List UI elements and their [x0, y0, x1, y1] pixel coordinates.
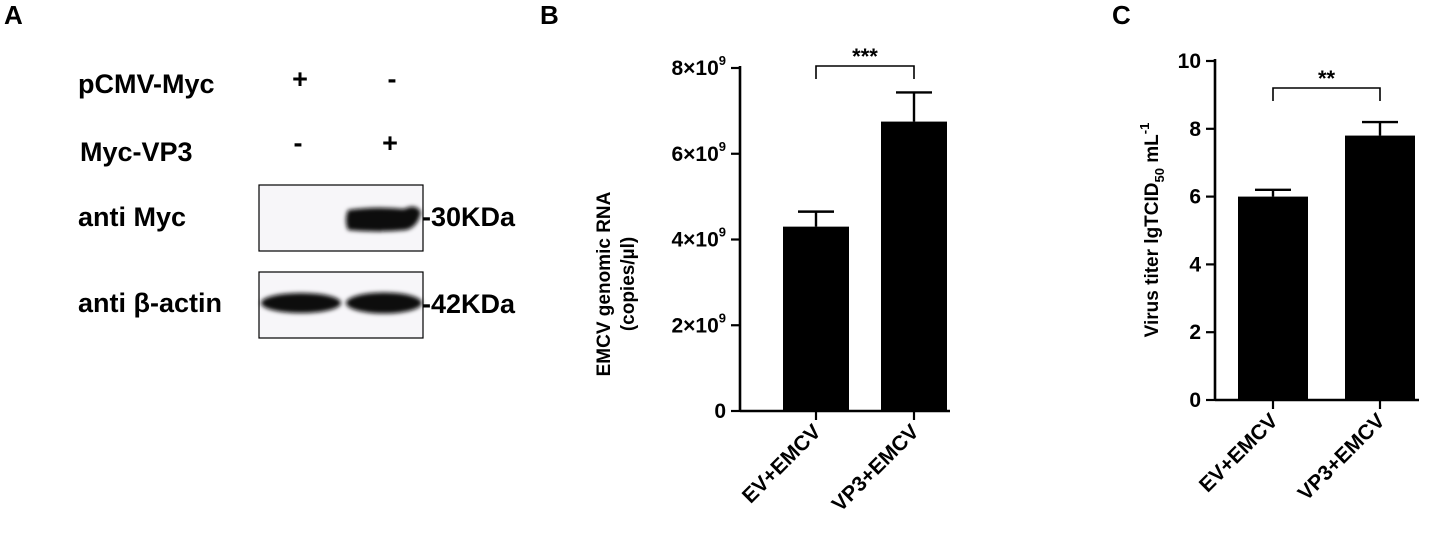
chart0-category-label: EV+EMCV	[738, 420, 826, 508]
row-pcmv-lane2-sign: -	[388, 64, 397, 94]
chart1-significance-stars: **	[1318, 66, 1336, 91]
row-label-pcmv-myc: pCMV-Myc	[78, 69, 215, 99]
blot-band-actin-lane2	[346, 292, 422, 314]
blot-marker-30kda: -30KDa	[422, 202, 516, 232]
chart0-significance-stars: ***	[852, 44, 878, 69]
chart0-y-tick-label: 6×109	[671, 139, 726, 166]
chart0-y-tick-label: 8×109	[671, 53, 726, 80]
panel-a-letter: A	[4, 0, 23, 30]
blot-band-actin-lane1	[261, 293, 341, 313]
panel-b-letter: B	[540, 0, 559, 30]
chart1-category-label: EV+EMCV	[1195, 409, 1283, 497]
chart0-bar-ev-emcv	[783, 226, 849, 411]
chart1-y-tick-label: 6	[1189, 186, 1201, 209]
chart0-y-tick-label: 0	[714, 400, 726, 423]
blot-band-myc-vp3	[346, 206, 421, 232]
chart1-y-axis-label: Virus titer lgTCID50 mL-1	[1137, 123, 1167, 338]
panel-a: A pCMV-Myc + - Myc-VP3 - + anti Myc -30K…	[4, 0, 516, 339]
blot-label-anti-myc: anti Myc	[78, 202, 186, 232]
chart0-y-axis-label: EMCV genomic RNA (copies/µl)	[594, 191, 639, 376]
row-vp3-lane2-sign: +	[382, 128, 398, 158]
chart1-y-tick-label: 2	[1189, 321, 1201, 344]
chart1-category-label: VP3+EMCV	[1294, 409, 1390, 505]
chart0-category-label: VP3+EMCV	[828, 420, 924, 516]
row-vp3-lane1-sign: -	[294, 128, 303, 158]
row-pcmv-lane1-sign: +	[292, 64, 308, 94]
chart1-y-tick-label: 8	[1189, 118, 1201, 141]
chart1-y-tick-label: 10	[1178, 50, 1201, 73]
chart0-y-tick-label: 2×109	[671, 310, 726, 337]
panel-c-chart: C 0 2 4 6 8 10 EV+EMCV VP3+EMCV ** Virus titer lg…	[1112, 0, 1419, 505]
chart1-y-tick-label: 4	[1189, 253, 1201, 276]
panel-b-chart: B 0 2×109 4×109 6×109 8×109 EV+EMCV VP3+EMCV **…	[540, 0, 950, 516]
blot-marker-42kda: -42KDa	[422, 289, 516, 319]
chart1-y-tick-label: 0	[1189, 389, 1201, 412]
chart1-significance-bracket	[1272, 87, 1381, 101]
panel-c-letter: C	[1112, 0, 1131, 30]
chart0-significance-bracket	[815, 65, 915, 79]
row-label-myc-vp3: Myc-VP3	[80, 137, 193, 167]
chart1-bar-ev-emcv	[1238, 196, 1308, 400]
chart0-y-tick-label: 4×109	[671, 225, 726, 252]
chart1-bar-vp3-emcv	[1345, 135, 1415, 400]
blot-label-anti-beta-actin: anti β-actin	[78, 288, 222, 318]
chart0-bar-vp3-emcv	[881, 121, 947, 411]
